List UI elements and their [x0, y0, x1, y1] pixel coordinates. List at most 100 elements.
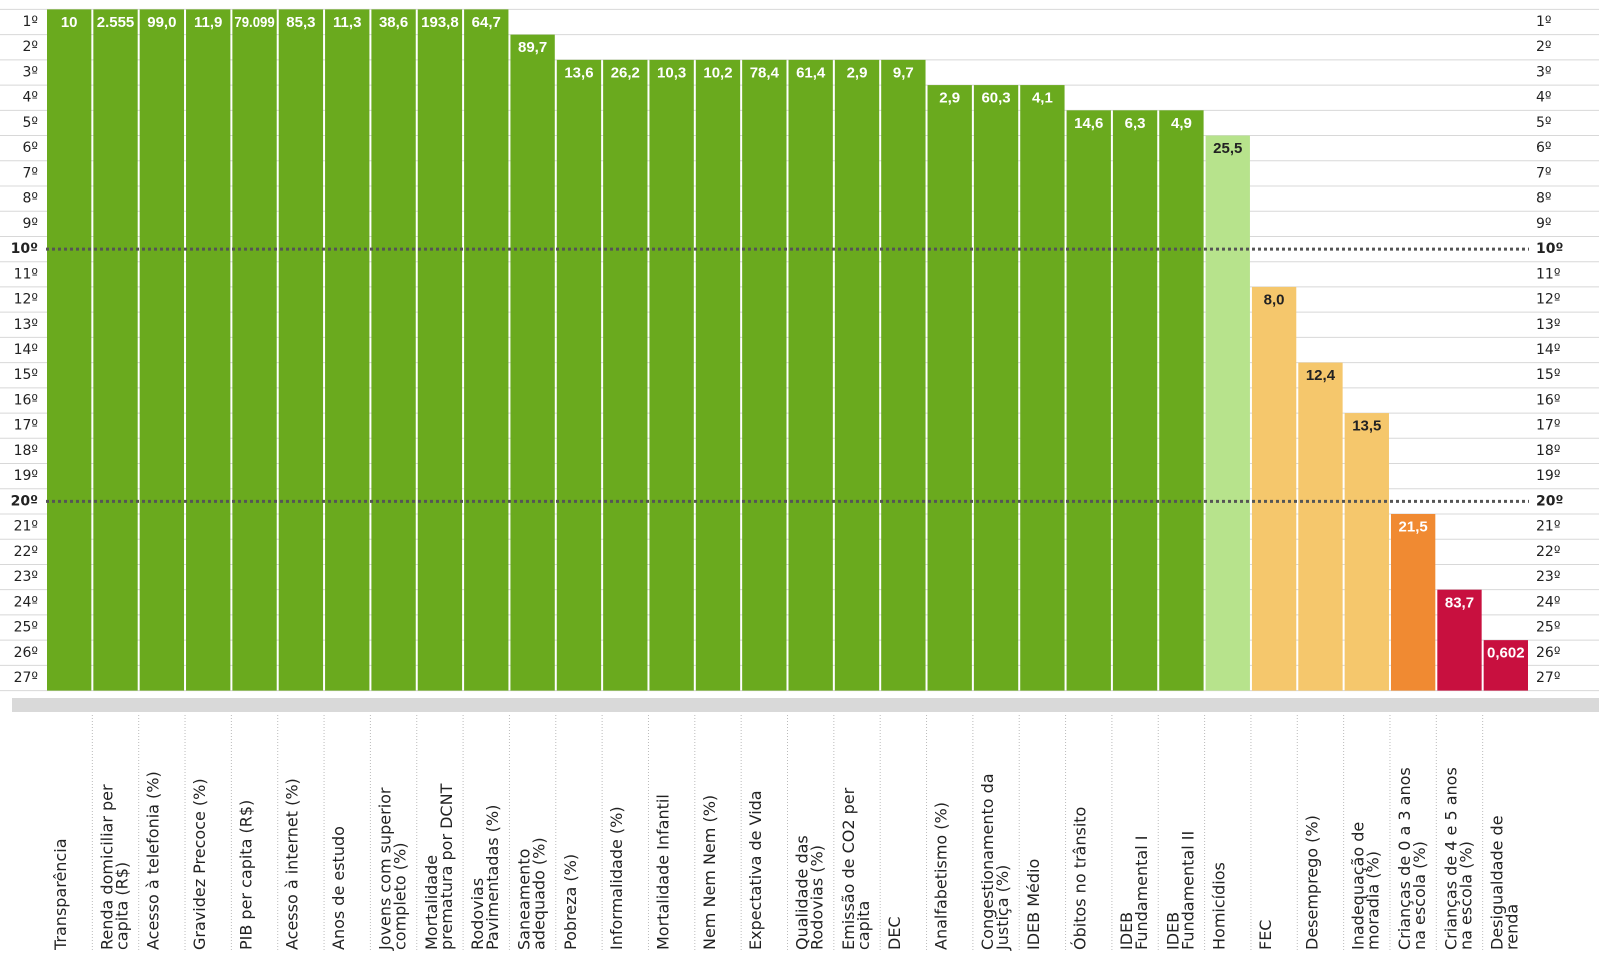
y-tick-label: 23º [14, 569, 38, 585]
category-label: DEC [885, 916, 904, 950]
value-label: 11,9 [194, 14, 222, 31]
y-tick-label-right: 3º [1536, 64, 1552, 80]
bar [1159, 110, 1204, 691]
category-label: Rodovias [468, 878, 487, 950]
y-tick-label-right: 7º [1536, 165, 1552, 181]
category-label: Acesso à telefonia (%) [144, 771, 163, 950]
bar [1298, 362, 1343, 691]
y-tick-label-right: 13º [1536, 317, 1560, 333]
y-tick-label: 16º [14, 392, 38, 408]
y-tick-label-right: 6º [1536, 140, 1552, 156]
y-tick-label-right: 20º [1536, 493, 1563, 509]
y-tick-label: 5º [22, 115, 38, 131]
y-tick-label-right: 23º [1536, 569, 1560, 585]
category-label: completo (%) [390, 843, 409, 950]
bar [973, 85, 1019, 691]
value-label: 61,4 [796, 64, 826, 81]
category-label: Transparência [51, 839, 70, 952]
category-label: Renda domiciliar per [97, 784, 116, 950]
bar [1390, 513, 1436, 691]
category-label: Saneamento [514, 849, 533, 950]
bar [834, 59, 880, 691]
bar [371, 9, 416, 691]
bar [464, 9, 509, 691]
category-label: Emissão de CO2 per [839, 787, 858, 950]
category-label: Crianças de 0 a 3 anos [1395, 767, 1414, 950]
y-tick-label-right: 21º [1536, 519, 1560, 535]
value-label: 89,7 [518, 39, 547, 56]
value-label: 9,7 [893, 64, 914, 81]
y-tick-label: 20º [11, 493, 38, 509]
y-tick-label-right: 26º [1536, 645, 1560, 661]
value-label: 2,9 [939, 90, 960, 107]
y-tick-label-right: 9º [1536, 216, 1552, 232]
y-tick-label: 10º [11, 241, 38, 257]
bar [788, 59, 833, 691]
bar [695, 59, 741, 691]
y-tick-label-right: 5º [1536, 115, 1552, 131]
y-tick-label-right: 1º [1536, 14, 1552, 30]
value-label: 13,6 [564, 64, 593, 81]
category-label: capita [854, 901, 873, 950]
y-tick-label: 12º [14, 292, 38, 308]
category-label: Fundamental I [1132, 836, 1151, 950]
value-label: 6,3 [1125, 115, 1146, 132]
value-label: 10 [61, 14, 78, 31]
y-tick-label: 26º [14, 645, 38, 661]
y-tick-label: 19º [14, 468, 38, 484]
category-label: capita (R$) [112, 862, 131, 950]
bar [1344, 413, 1389, 691]
y-tick-label: 14º [14, 342, 38, 358]
category-label: Jovens com superior [375, 787, 394, 951]
category-label: Pobreza (%) [561, 854, 580, 950]
y-tick-label-right: 14º [1536, 342, 1560, 358]
bar [232, 9, 277, 691]
value-label: 78,4 [750, 64, 780, 81]
y-tick-label: 8º [22, 191, 38, 207]
y-tick-label: 15º [14, 367, 38, 383]
category-label: Informalidade (%) [607, 806, 626, 950]
bar [742, 59, 787, 691]
value-label: 4,1 [1032, 90, 1053, 107]
bar [1437, 589, 1482, 691]
bar [47, 9, 92, 691]
category-label: Anos de estudo [329, 826, 348, 950]
category-label: Analfabetismo (%) [932, 802, 951, 950]
category-label: Expectativa de Vida [746, 790, 765, 950]
category-label: Desemprego (%) [1302, 815, 1321, 950]
category-label: Óbitos no trânsito [1071, 807, 1090, 950]
y-tick-label: 17º [14, 418, 38, 434]
bar [1205, 135, 1250, 691]
y-tick-label: 9º [22, 216, 38, 232]
y-tick-label: 24º [14, 594, 38, 610]
y-tick-label-right: 12º [1536, 292, 1560, 308]
value-label: 85,3 [286, 14, 315, 31]
value-label: 99,0 [147, 14, 176, 31]
category-label: Acesso à internet (%) [283, 778, 302, 950]
value-label: 26,2 [611, 64, 640, 81]
bar [139, 9, 185, 691]
category-label: renda [1503, 904, 1522, 950]
category-label: Rodovias (%) [808, 845, 827, 950]
y-tick-label: 25º [14, 620, 38, 636]
y-tick-label-right: 22º [1536, 544, 1560, 560]
value-label: 13,5 [1352, 418, 1381, 435]
category-label: Nem Nem Nem (%) [700, 795, 719, 950]
bar [927, 85, 972, 691]
bar [603, 59, 648, 691]
bar [325, 9, 370, 691]
value-label: 10,3 [657, 64, 686, 81]
value-label: 12,4 [1306, 367, 1336, 384]
category-label: Gravidez Precoce (%) [190, 778, 209, 950]
y-tick-label: 2º [22, 39, 38, 55]
y-tick-label-right: 19º [1536, 468, 1560, 484]
category-label: prematura por DCNT [437, 783, 456, 950]
y-tick-label-right: 15º [1536, 367, 1560, 383]
bar [881, 59, 926, 691]
y-tick-label: 18º [14, 443, 38, 459]
value-label: 25,5 [1213, 140, 1242, 157]
value-label: 21,5 [1399, 519, 1428, 536]
y-tick-label-right: 16º [1536, 392, 1560, 408]
y-tick-label-right: 10º [1536, 241, 1563, 257]
